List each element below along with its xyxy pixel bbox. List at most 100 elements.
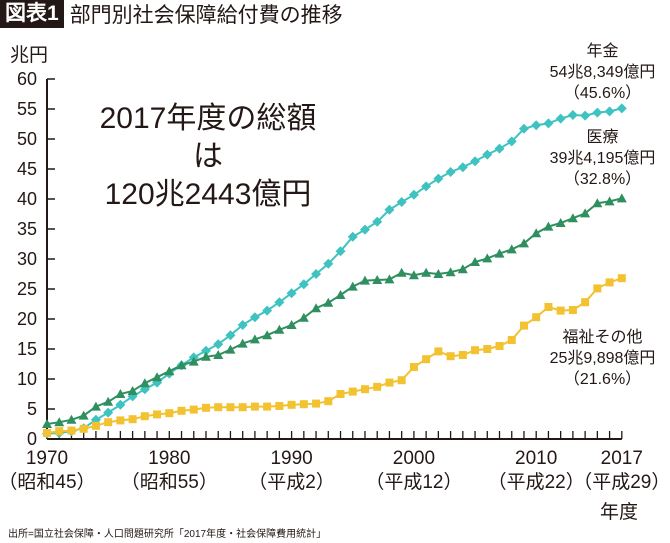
data-point-square [250,402,259,411]
data-point-triangle [66,414,77,424]
data-point-diamond [506,136,517,147]
data-point-diamond [225,330,236,341]
data-point-square [79,424,88,433]
data-point-triangle [115,389,126,398]
data-point-diamond [580,110,591,121]
y-tick-label: 30 [17,249,37,269]
data-point-square [373,382,382,391]
data-point-diamond [433,173,444,184]
data-point-diamond [592,107,603,118]
data-point-diamond [311,269,322,279]
y-tick-label: 25 [17,279,37,299]
data-point-diamond [604,106,615,117]
x-axis-unit: 年度 [600,502,639,523]
data-point-diamond [200,345,211,356]
data-point-square [116,416,125,425]
data-point-diamond [543,118,554,129]
data-point-triangle [90,401,101,411]
data-point-diamond [396,197,407,207]
data-point-square [153,410,162,419]
data-point-diamond [347,231,358,242]
data-point-square [532,313,541,322]
data-point-square [397,376,406,385]
data-point-square [43,429,51,437]
data-point-square [483,345,492,353]
data-point-triangle [298,312,309,322]
data-point-triangle [103,396,114,406]
data-point-diamond [298,279,309,290]
data-point-triangle [359,275,370,285]
x-year: 2017 [600,448,643,469]
x-tick-label: 2017 （平成29） [562,447,670,495]
data-point-diamond [323,258,334,269]
series-name: 年金 [586,43,619,60]
data-point-triangle [506,244,517,254]
figure-badge: 図表1 [0,0,64,28]
data-point-square [446,352,455,361]
data-point-triangle [372,275,383,284]
data-point-triangle [335,290,346,299]
data-point-square [409,363,418,371]
data-point-triangle [616,193,627,203]
data-point-square [226,403,235,412]
data-point-square [91,421,100,430]
series-share: （21.6%） [563,371,642,388]
data-point-diamond [482,149,493,160]
data-point-triangle [237,338,248,348]
data-point-square [544,303,553,311]
data-point-square [128,415,137,424]
series-share: （32.8%） [563,171,642,188]
data-point-triangle [323,297,334,307]
x-era: （平成29） [573,472,670,493]
x-tick-label: 2010 （平成22） [476,447,596,495]
data-point-triangle [286,320,297,329]
data-point-diamond [384,204,395,215]
data-point-square [434,347,443,356]
data-point-square [360,385,369,394]
data-point-diamond [213,339,224,350]
data-point-triangle [482,253,493,263]
data-point-triangle [225,344,236,354]
data-point-diamond [470,156,481,167]
x-era: （昭和45） [0,472,96,493]
x-year: 1970 [25,448,69,469]
label-welfare: 福祉その他 25兆9,898億円 （21.6%） [540,327,665,390]
data-point-square [495,342,504,350]
data-point-square [165,409,174,418]
data-point-diamond [372,216,383,227]
data-point-diamond [237,320,248,330]
y-axis-unit: 兆円 [10,45,49,66]
data-point-diamond [286,288,297,299]
data-point-square [336,390,345,398]
y-tick-label: 20 [17,309,37,329]
data-point-square [385,378,394,387]
data-point-diamond [457,162,468,173]
x-year: 1990 [270,448,313,469]
data-point-diamond [567,110,578,120]
data-point-triangle [152,372,163,382]
data-point-triangle [580,208,591,218]
data-point-square [287,400,296,409]
data-point-square [471,346,480,355]
data-point-triangle [421,267,432,277]
x-year: 1980 [148,448,191,469]
series-amount: 54兆8,349億円 [549,64,656,81]
data-point-triangle [127,386,138,395]
data-point-square [507,336,516,344]
data-point-triangle [457,264,468,274]
data-point-square [617,274,626,283]
data-point-triangle [139,378,150,388]
data-point-diamond [555,113,566,124]
data-point-square [214,403,223,412]
x-era: （平成2） [248,472,335,493]
data-point-square [324,397,333,406]
series-amount: 39兆4,195億円 [549,150,656,167]
data-point-square [104,418,113,427]
y-tick-label: 45 [17,159,37,179]
data-point-diamond [115,399,126,410]
data-point-triangle [567,213,578,223]
y-tick-label: 5 [27,399,37,419]
data-point-triangle [78,410,89,420]
y-tick-label: 60 [17,69,37,89]
